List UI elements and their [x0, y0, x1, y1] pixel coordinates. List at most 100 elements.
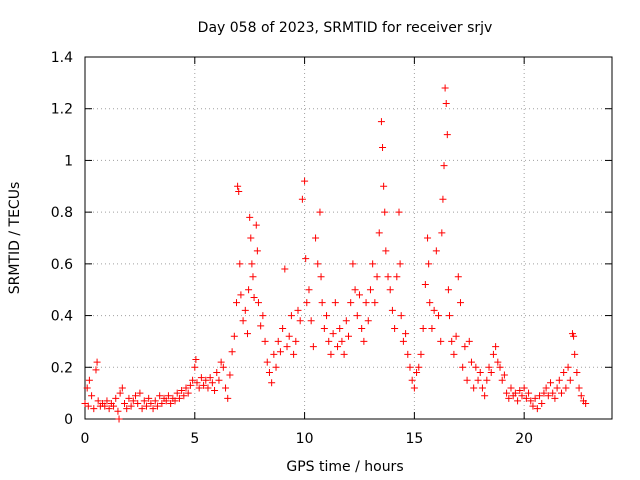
x-tick-label: 10: [296, 431, 314, 447]
data-point: [375, 229, 383, 237]
data-point: [173, 389, 181, 397]
data-point: [213, 368, 221, 376]
data-point: [164, 392, 172, 400]
data-point: [92, 366, 100, 374]
data-point: [305, 286, 313, 294]
data-point: [263, 358, 271, 366]
data-point: [428, 325, 436, 332]
data-point: [404, 350, 412, 358]
data-point: [439, 195, 447, 203]
data-point: [94, 397, 102, 405]
data-point: [489, 350, 497, 358]
data-point: [226, 371, 234, 379]
data-point: [366, 286, 374, 294]
data-point: [230, 332, 238, 340]
data-point: [470, 384, 478, 392]
data-point: [443, 131, 451, 139]
data-point: [500, 371, 508, 379]
y-tick-label: 0.2: [51, 360, 73, 376]
data-point: [467, 358, 475, 366]
data-point: [186, 381, 194, 389]
data-point: [241, 306, 249, 314]
data-point: [419, 325, 427, 332]
data-point: [454, 273, 462, 281]
data-point: [228, 348, 236, 356]
data-point: [247, 234, 255, 242]
data-point: [342, 317, 350, 325]
data-point: [116, 389, 124, 397]
data-point: [85, 376, 93, 384]
y-tick-label: 0.4: [51, 309, 73, 325]
data-point: [351, 286, 359, 294]
data-point: [494, 358, 502, 366]
y-tick-label: 0.8: [51, 205, 73, 221]
data-point: [353, 312, 361, 320]
data-point: [90, 405, 98, 413]
data-point: [180, 392, 188, 400]
data-point: [531, 394, 539, 402]
data-point: [485, 363, 493, 371]
data-point: [514, 397, 522, 405]
data-point: [239, 317, 247, 325]
data-point: [123, 405, 131, 413]
data-point: [235, 187, 243, 195]
data-point: [301, 177, 309, 185]
data-point: [481, 392, 489, 400]
data-point: [417, 350, 425, 358]
data-point: [442, 100, 450, 108]
data-point: [573, 368, 581, 376]
data-point: [408, 376, 416, 384]
data-point: [217, 358, 225, 366]
data-point: [153, 402, 161, 410]
data-point: [476, 368, 484, 376]
data-point: [204, 384, 212, 392]
data-point: [192, 356, 200, 364]
axis-ticks: 0 5 10 15 20 0 0.2 0.4 0.6 0.8 1 1.2 1.4: [51, 50, 612, 447]
data-point: [219, 363, 227, 371]
data-point: [253, 247, 261, 255]
data-point: [298, 195, 306, 203]
data-point: [432, 247, 440, 255]
data-point: [140, 397, 148, 405]
data-point: [520, 384, 528, 392]
data-point: [290, 350, 298, 358]
data-point: [208, 379, 216, 387]
data-point: [132, 392, 140, 400]
data-point: [250, 293, 258, 301]
data-point: [236, 260, 244, 268]
data-point: [461, 343, 469, 351]
data-point: [110, 402, 118, 410]
data-point: [345, 332, 352, 340]
data-point: [261, 337, 269, 345]
data-point: [525, 389, 533, 397]
data-point: [246, 213, 254, 221]
data-point: [425, 260, 433, 268]
data-point: [265, 368, 273, 376]
data-point: [202, 376, 210, 384]
data-point: [129, 397, 137, 405]
data-point: [248, 260, 256, 268]
data-point: [549, 389, 557, 397]
data-point: [200, 381, 208, 389]
data-point: [145, 394, 153, 402]
data-point: [189, 376, 197, 384]
data-point: [544, 392, 552, 400]
data-point: [397, 312, 405, 320]
data-point: [279, 325, 287, 332]
data-point: [533, 405, 541, 413]
data-point: [503, 389, 511, 397]
data-point: [215, 376, 223, 384]
data-point: [362, 299, 370, 307]
x-tick-label: 5: [190, 431, 199, 447]
data-point: [195, 384, 203, 392]
data-point: [318, 299, 326, 307]
data-point: [101, 402, 109, 410]
data-point: [323, 312, 331, 320]
data-point: [115, 415, 123, 423]
data-point: [540, 389, 548, 397]
data-point: [478, 384, 486, 392]
data-point: [456, 299, 464, 307]
chart-title: Day 058 of 2023, SRMTID for receiver srj…: [198, 20, 493, 36]
data-point: [105, 405, 113, 413]
y-axis-label: SRMTID / TECUs: [7, 182, 23, 295]
